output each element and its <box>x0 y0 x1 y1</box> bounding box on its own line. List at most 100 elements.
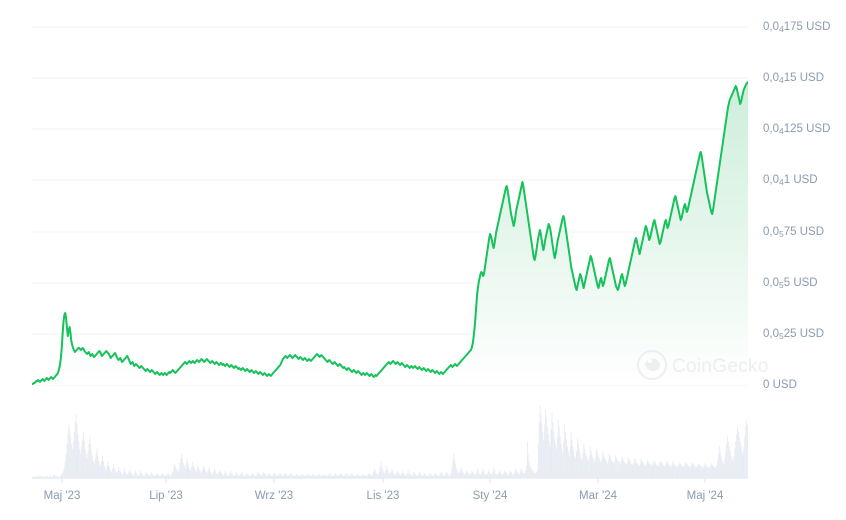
volume-bar <box>566 446 568 478</box>
volume-bar <box>344 475 345 478</box>
volume-bar <box>363 474 365 478</box>
volume-bar <box>393 473 395 478</box>
volume-bar <box>548 441 550 478</box>
volume-bar <box>52 476 53 478</box>
volume-bar <box>410 475 412 478</box>
volume-bar <box>159 475 161 478</box>
volume-bar <box>340 473 342 478</box>
volume-bar <box>120 471 122 478</box>
y-tick-subscript: 4 <box>779 75 784 85</box>
volume-bar <box>82 431 84 478</box>
volume-bar <box>444 475 446 478</box>
volume-bar <box>219 469 221 478</box>
volume-bar <box>279 473 281 478</box>
volume-bar <box>263 473 265 478</box>
volume-bar <box>661 463 663 478</box>
volume-bar <box>201 473 203 478</box>
volume-bar <box>606 463 608 478</box>
volume-bar <box>522 471 524 478</box>
volume-bar <box>521 470 523 478</box>
volume-bar <box>137 475 139 478</box>
volume-bar <box>233 475 234 478</box>
volume-bar <box>113 468 115 478</box>
volume-bar <box>368 473 370 478</box>
volume-bar <box>674 464 676 478</box>
volume-bar <box>501 474 503 478</box>
volume-bar <box>603 454 605 478</box>
volume-bar <box>124 471 126 478</box>
volume-bar <box>745 426 747 478</box>
volume-bar <box>92 456 93 478</box>
volume-bar <box>329 473 331 478</box>
volume-bar <box>451 468 453 478</box>
volume-bar <box>37 475 39 478</box>
volume-bar <box>165 475 167 478</box>
volume-bar <box>526 441 528 478</box>
volume-bar <box>395 474 396 478</box>
volume-bar <box>425 474 426 478</box>
volume-bar <box>127 474 129 478</box>
volume-bar <box>83 441 85 478</box>
volume-bar <box>385 465 387 478</box>
volume-bar <box>62 473 63 478</box>
y-axis-tick-label: 0,04175 USD <box>763 21 830 34</box>
volume-bar <box>644 464 646 478</box>
volume-bar <box>352 474 354 478</box>
volume-bar <box>284 474 285 478</box>
volume-bar <box>556 436 558 478</box>
volume-bar <box>233 475 235 478</box>
volume-bar <box>175 468 177 478</box>
volume-bar <box>610 458 612 478</box>
volume-bar <box>546 426 548 478</box>
volume-bar <box>188 467 190 478</box>
volume-bar <box>475 474 476 478</box>
volume-bar <box>298 475 300 478</box>
volume-bar <box>484 473 486 478</box>
volume-bar <box>675 465 677 478</box>
volume-bar <box>78 441 80 478</box>
volume-bar <box>570 431 572 478</box>
volume-bar <box>658 463 660 478</box>
volume-bar <box>185 463 187 478</box>
volume-bar <box>423 474 425 478</box>
volume-bar <box>656 464 658 478</box>
volume-bar <box>256 474 258 478</box>
volume-bar <box>737 426 738 478</box>
volume-bar <box>41 476 42 478</box>
volume-bar <box>474 474 476 478</box>
volume-bar <box>84 448 86 478</box>
volume-bar <box>483 470 485 478</box>
volume-bar <box>733 456 735 478</box>
volume-bar <box>523 473 525 478</box>
volume-bar <box>335 474 337 478</box>
volume-bar <box>596 448 597 478</box>
volume-bar <box>386 468 388 478</box>
volume-bar <box>278 474 280 478</box>
volume-bar <box>588 456 590 478</box>
volume-bar <box>617 460 619 478</box>
volume-bar <box>728 446 730 478</box>
volume-bar <box>488 471 490 478</box>
volume-bar <box>176 470 178 478</box>
volume-bar <box>48 476 50 478</box>
volume-bar <box>663 465 665 478</box>
volume-bar <box>693 464 695 478</box>
volume-bar <box>515 468 516 478</box>
volume-bar <box>311 475 313 478</box>
volume-bar <box>162 473 163 478</box>
volume-bar <box>513 474 515 478</box>
volume-bar <box>280 474 282 478</box>
volume-bar <box>712 465 714 478</box>
volume-bar <box>687 464 688 478</box>
volume-bar <box>659 460 661 478</box>
volume-bar <box>220 471 222 478</box>
volume-bar <box>669 465 671 478</box>
volume-bar <box>263 471 264 478</box>
volume-bar <box>112 468 113 478</box>
volume-bar <box>739 441 741 478</box>
volume-bar <box>465 473 466 478</box>
volume-bar <box>680 464 682 478</box>
volume-bar <box>611 460 613 478</box>
